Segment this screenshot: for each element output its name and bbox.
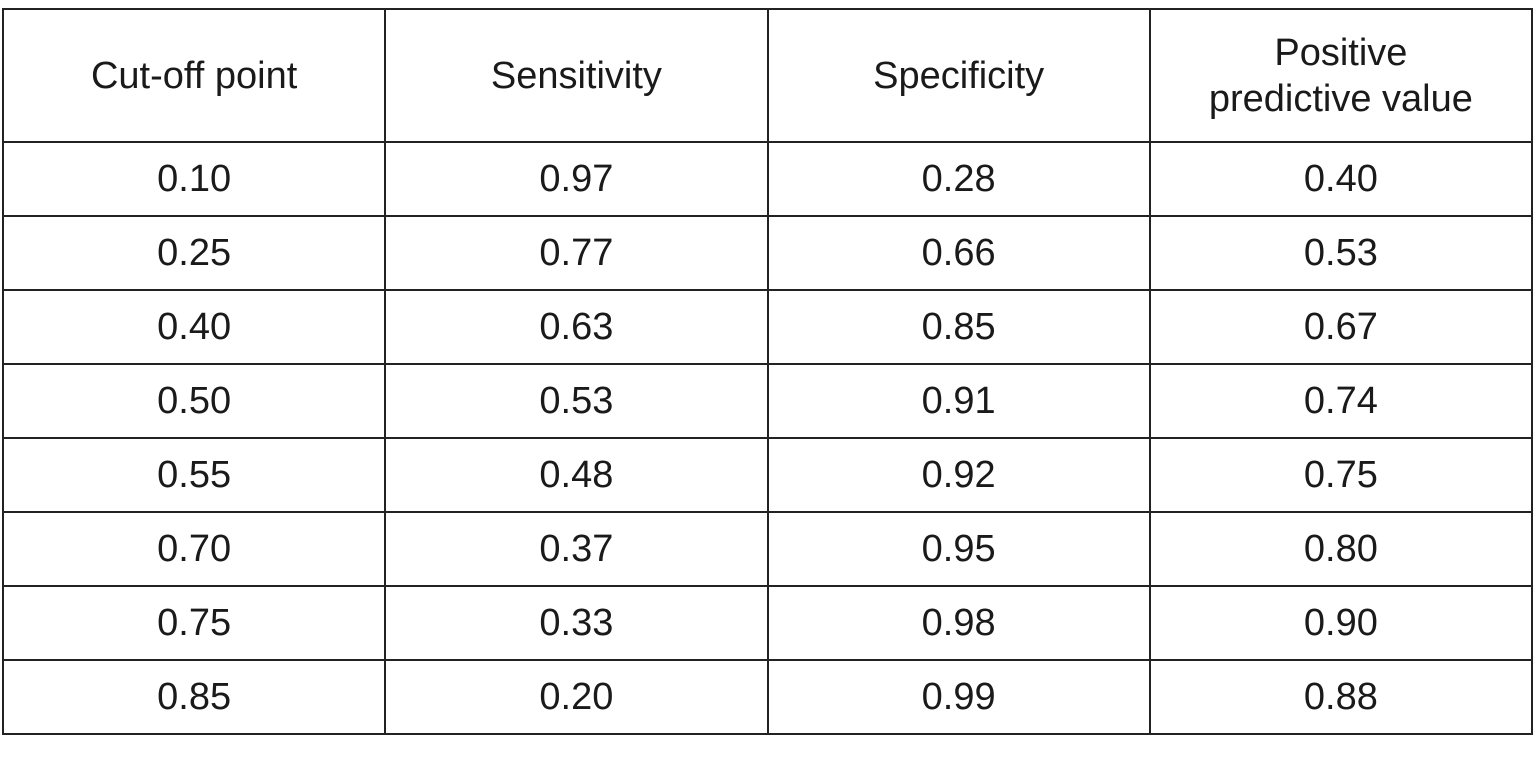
table-row: 0.75 0.33 0.98 0.90 xyxy=(1,585,1534,661)
table-cell: 0.40 xyxy=(1,289,387,365)
table-body: 0.10 0.97 0.28 0.40 0.25 0.77 0.66 0.53 0.40 0.63… xyxy=(1,141,1534,735)
table-cell: 0.99 xyxy=(766,659,1151,735)
table-cell: 0.91 xyxy=(766,363,1151,439)
table-cell: 0.70 xyxy=(1,511,387,587)
table-cell: 0.85 xyxy=(1,659,387,735)
table-cell: 0.55 xyxy=(1,437,387,513)
table-cell: 0.74 xyxy=(1148,363,1534,439)
table-cell: 0.92 xyxy=(766,437,1151,513)
table-cell: 0.40 xyxy=(1148,141,1534,217)
header-cell: Specificity xyxy=(766,8,1151,143)
table-row: 0.50 0.53 0.91 0.74 xyxy=(1,363,1534,439)
table-cell: 0.80 xyxy=(1148,511,1534,587)
data-table: Cut-off point Sensitivity Specificity Posit… xyxy=(1,8,1534,735)
table-cell: 0.48 xyxy=(384,437,769,513)
header-cell: Positive predictive value xyxy=(1148,8,1534,143)
table-cell: 0.28 xyxy=(766,141,1151,217)
table-cell: 0.50 xyxy=(1,363,387,439)
table-row: 0.10 0.97 0.28 0.40 xyxy=(1,141,1534,217)
table-cell: 0.53 xyxy=(384,363,769,439)
table-cell: 0.75 xyxy=(1148,437,1534,513)
table-cell: 0.90 xyxy=(1148,585,1534,661)
table-row: 0.25 0.77 0.66 0.53 xyxy=(1,215,1534,291)
table-cell: 0.37 xyxy=(384,511,769,587)
table-cell: 0.25 xyxy=(1,215,387,291)
table-cell: 0.95 xyxy=(766,511,1151,587)
table-header: Cut-off point Sensitivity Specificity Posit… xyxy=(1,8,1534,143)
table-cell: 0.10 xyxy=(1,141,387,217)
table-cell: 0.85 xyxy=(766,289,1151,365)
table-cell: 0.20 xyxy=(384,659,769,735)
header-cell: Cut-off point xyxy=(1,8,387,143)
table-cell: 0.66 xyxy=(766,215,1151,291)
header-text: Positive predictive value xyxy=(1208,31,1473,120)
table-cell: 0.77 xyxy=(384,215,769,291)
table-row: 0.55 0.48 0.92 0.75 xyxy=(1,437,1534,513)
table-cell: 0.97 xyxy=(384,141,769,217)
table-cell: 0.88 xyxy=(1148,659,1534,735)
table-cell: 0.33 xyxy=(384,585,769,661)
table-cell: 0.67 xyxy=(1148,289,1534,365)
table-row: 0.40 0.63 0.85 0.67 xyxy=(1,289,1534,365)
table-row: 0.85 0.20 0.99 0.88 xyxy=(1,659,1534,735)
table-cell: 0.75 xyxy=(1,585,387,661)
table-row: 0.70 0.37 0.95 0.80 xyxy=(1,511,1534,587)
header-cell: Sensitivity xyxy=(384,8,769,143)
header-row: Cut-off point Sensitivity Specificity Posit… xyxy=(1,8,1534,143)
table-cell: 0.53 xyxy=(1148,215,1534,291)
table-cell: 0.98 xyxy=(766,585,1151,661)
table-cell: 0.63 xyxy=(384,289,769,365)
